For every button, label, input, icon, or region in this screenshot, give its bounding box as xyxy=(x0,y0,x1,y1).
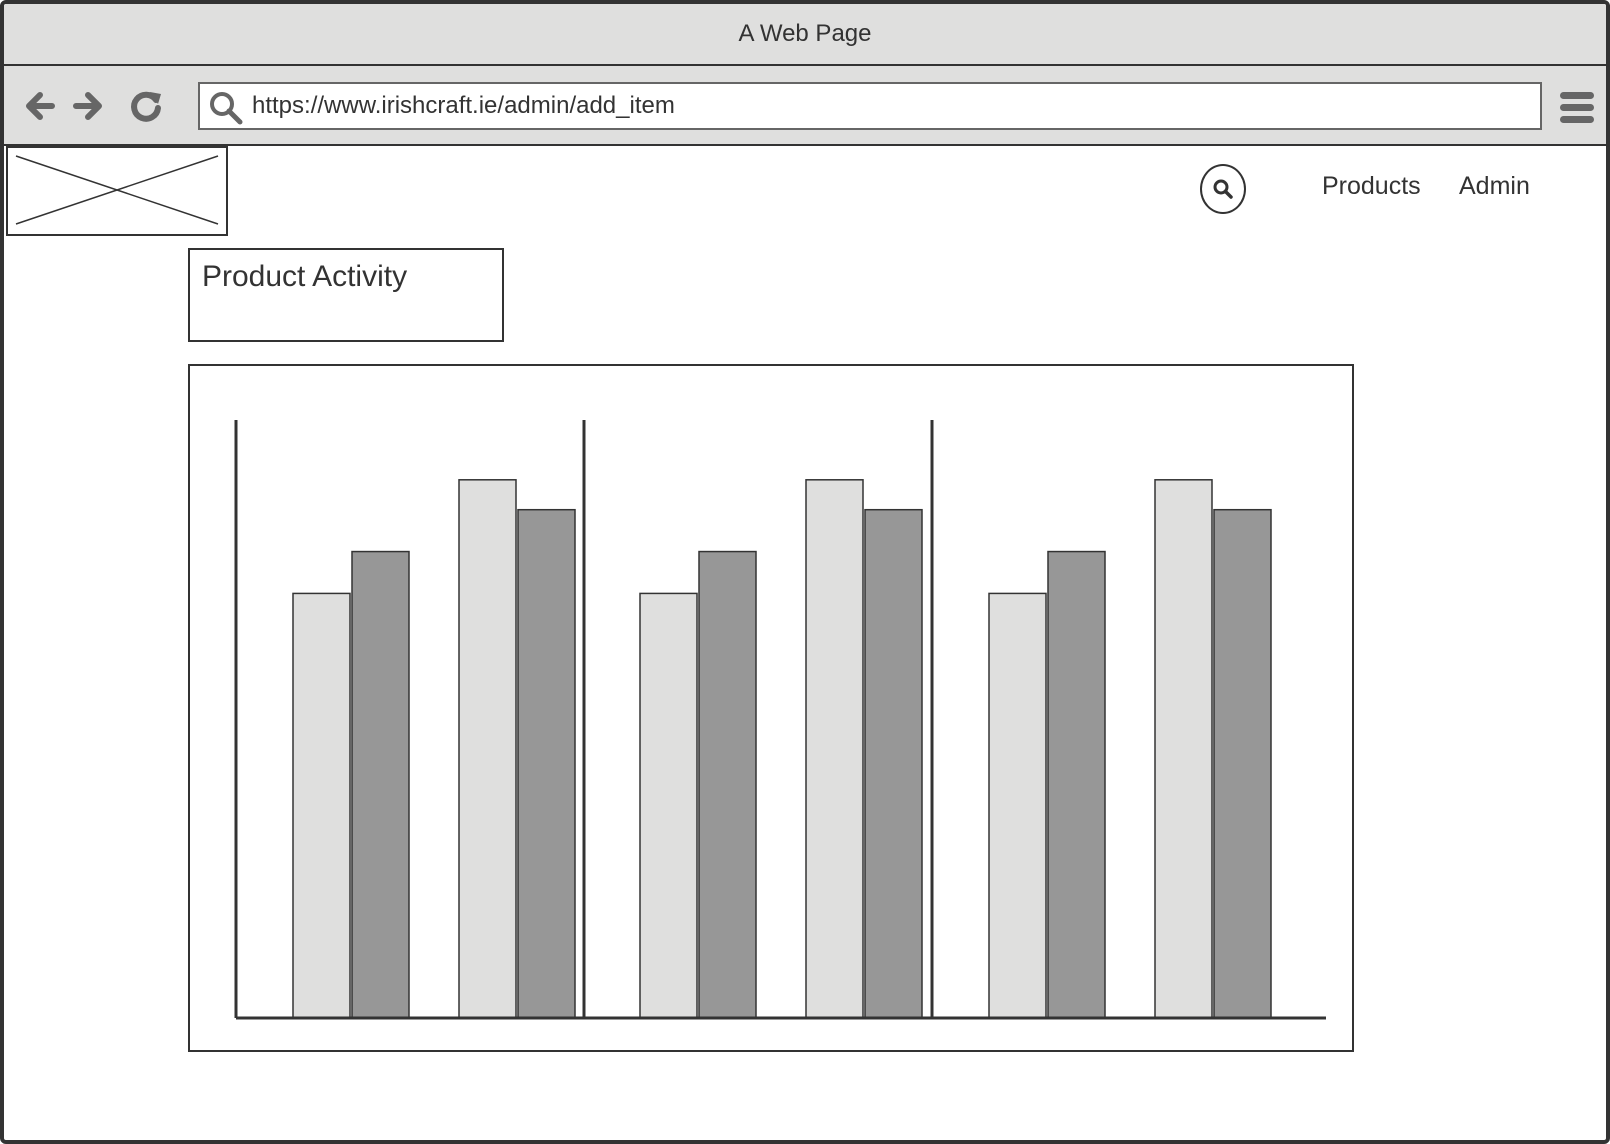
logo[interactable] xyxy=(6,146,228,236)
nav-link-admin[interactable]: Admin xyxy=(1459,172,1530,200)
product-activity-chart xyxy=(188,364,1354,1052)
browser-menu-button[interactable] xyxy=(1560,92,1594,126)
reload-button[interactable] xyxy=(128,88,164,124)
chart-bar xyxy=(639,592,698,1019)
search-icon xyxy=(210,92,243,125)
search-icon xyxy=(1213,179,1233,199)
page-title: Product Activity xyxy=(202,260,408,293)
url-input[interactable] xyxy=(250,88,1530,124)
nav-link-products[interactable]: Products xyxy=(1322,172,1421,200)
chart-bar xyxy=(517,508,576,1019)
chart-bar xyxy=(1047,550,1106,1019)
menu-bar-line xyxy=(1560,104,1594,111)
browser-toolbar xyxy=(4,66,1606,146)
chart-bar xyxy=(805,479,864,1019)
window-title-bar: A Web Page xyxy=(4,4,1606,66)
back-button[interactable] xyxy=(22,88,58,124)
chart-bar xyxy=(292,592,351,1019)
chart-bar xyxy=(864,508,923,1019)
page-title-box: Product Activity xyxy=(188,248,504,342)
menu-bar-line xyxy=(1560,116,1594,123)
image-placeholder-icon xyxy=(15,155,219,225)
address-bar[interactable] xyxy=(198,82,1542,130)
chart-bar xyxy=(1154,479,1213,1019)
forward-button[interactable] xyxy=(70,88,106,124)
arrow-right-icon xyxy=(73,92,102,120)
arrow-left-icon xyxy=(26,92,55,120)
chart-bar xyxy=(351,550,410,1019)
chart-bar xyxy=(458,479,517,1019)
reload-icon xyxy=(131,91,161,122)
chart-bar xyxy=(1213,508,1272,1019)
site-search-button[interactable] xyxy=(1200,164,1246,214)
bar-chart xyxy=(234,420,1326,1020)
hamburger-menu-icon xyxy=(1560,92,1594,99)
chart-bar xyxy=(698,550,757,1019)
chart-bar xyxy=(988,592,1047,1019)
window-title: A Web Page xyxy=(738,20,872,47)
